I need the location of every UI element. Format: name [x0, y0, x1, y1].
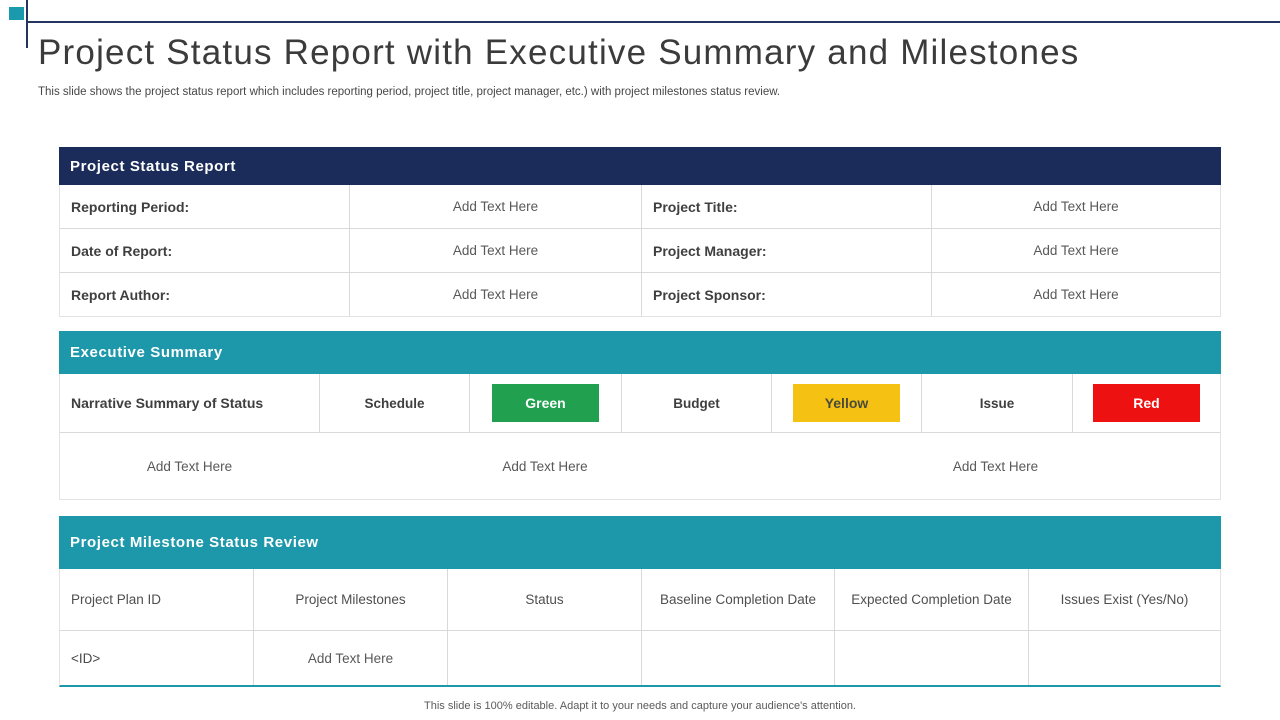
- project-manager-label: Project Manager:: [641, 229, 931, 272]
- reporting-period-value[interactable]: Add Text Here: [349, 185, 641, 228]
- column-status: Status: [447, 569, 641, 630]
- executive-summary-table: Executive Summary Narrative Summary of S…: [59, 331, 1221, 500]
- column-expected-completion: Expected Completion Date: [834, 569, 1028, 630]
- summary-placeholder-2[interactable]: Add Text Here: [502, 458, 588, 474]
- table-row: Narrative Summary of Status Schedule Gre…: [60, 374, 1220, 432]
- project-manager-value[interactable]: Add Text Here: [931, 229, 1220, 272]
- project-title-value[interactable]: Add Text Here: [931, 185, 1220, 228]
- reporting-period-label: Reporting Period:: [71, 198, 190, 215]
- executive-summary-body: Narrative Summary of Status Schedule Gre…: [59, 374, 1221, 500]
- status-report-table-body: Reporting Period: Add Text Here Project …: [59, 185, 1221, 317]
- milestone-expected-date-cell[interactable]: [834, 631, 1028, 685]
- schedule-status-badge[interactable]: Green: [492, 384, 599, 422]
- column-issues-exist: Issues Exist (Yes/No): [1028, 569, 1220, 630]
- table-row: Date of Report: Add Text Here Project Ma…: [60, 228, 1220, 272]
- table-header-row: Project Plan ID Project Milestones Statu…: [60, 569, 1220, 630]
- table-row: Reporting Period: Add Text Here Project …: [60, 185, 1220, 228]
- issue-status-cell: Red: [1072, 374, 1220, 432]
- status-report-table-header: Project Status Report: [59, 147, 1221, 185]
- left-rule: [26, 0, 28, 48]
- milestone-review-header: Project Milestone Status Review: [59, 516, 1221, 569]
- schedule-label: Schedule: [319, 374, 469, 432]
- top-rule: [26, 21, 1280, 23]
- slide-footer-note: This slide is 100% editable. Adapt it to…: [424, 700, 856, 712]
- project-sponsor-label: Project Sponsor:: [641, 273, 931, 316]
- project-status-report-table: Project Status Report Reporting Period: …: [59, 147, 1221, 317]
- report-author-value[interactable]: Add Text Here: [349, 273, 641, 316]
- accent-square: [9, 7, 24, 20]
- project-title-label: Project Title:: [641, 185, 931, 228]
- project-sponsor-value[interactable]: Add Text Here: [931, 273, 1220, 316]
- milestone-review-body: Project Plan ID Project Milestones Statu…: [59, 569, 1221, 687]
- milestone-baseline-date-cell[interactable]: [641, 631, 834, 685]
- milestone-name-placeholder[interactable]: Add Text Here: [253, 631, 447, 685]
- narrative-summary-label: Narrative Summary of Status: [71, 395, 264, 411]
- executive-summary-header: Executive Summary: [59, 331, 1221, 374]
- schedule-status-cell: Green: [469, 374, 621, 432]
- budget-status-badge[interactable]: Yellow: [793, 384, 900, 422]
- column-project-milestones: Project Milestones: [253, 569, 447, 630]
- table-row: Add Text Here Add Text Here Add Text Her…: [60, 432, 1220, 499]
- budget-label: Budget: [621, 374, 771, 432]
- milestone-issues-cell[interactable]: [1028, 631, 1220, 685]
- column-project-plan-id: Project Plan ID: [71, 592, 162, 607]
- budget-status-cell: Yellow: [771, 374, 921, 432]
- issue-label: Issue: [921, 374, 1072, 432]
- date-of-report-label: Date of Report:: [71, 242, 173, 259]
- date-of-report-value[interactable]: Add Text Here: [349, 229, 641, 272]
- slide-subtitle: This slide shows the project status repo…: [38, 86, 781, 98]
- table-row: Report Author: Add Text Here Project Spo…: [60, 272, 1220, 316]
- milestone-id-placeholder[interactable]: <ID>: [71, 650, 101, 666]
- slide-title: Project Status Report with Executive Sum…: [38, 33, 1080, 72]
- milestone-status-cell[interactable]: [447, 631, 641, 685]
- milestone-review-table: Project Milestone Status Review Project …: [59, 516, 1221, 687]
- summary-placeholder-1[interactable]: Add Text Here: [146, 458, 233, 474]
- table-row: <ID> Add Text Here: [60, 630, 1220, 685]
- issue-status-badge[interactable]: Red: [1093, 384, 1200, 422]
- report-author-label: Report Author:: [71, 286, 171, 303]
- summary-placeholder-3[interactable]: Add Text Here: [952, 458, 1039, 474]
- column-baseline-completion: Baseline Completion Date: [641, 569, 834, 630]
